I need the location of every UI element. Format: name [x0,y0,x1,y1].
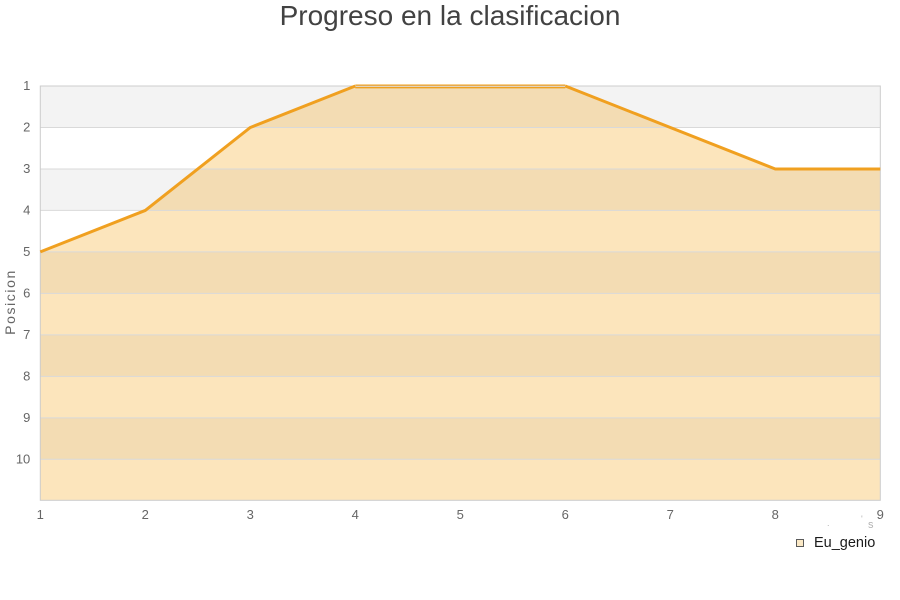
svg-text:8: 8 [23,368,30,383]
svg-text:9: 9 [23,410,30,425]
svg-text:5: 5 [23,244,30,259]
svg-text:3: 3 [23,161,30,176]
svg-text:4: 4 [23,202,30,217]
svg-text:2: 2 [142,507,149,522]
svg-text:7: 7 [667,507,674,522]
svg-text:3: 3 [247,507,254,522]
svg-text:4: 4 [352,507,359,522]
svg-text:6: 6 [562,507,569,522]
svg-text:1: 1 [37,507,44,522]
svg-text:7: 7 [23,327,30,342]
svg-text:5: 5 [457,507,464,522]
svg-text:9: 9 [877,507,884,522]
svg-text:10: 10 [16,451,30,466]
svg-text:8: 8 [772,507,779,522]
svg-text:2: 2 [23,119,30,134]
svg-text:1: 1 [23,78,30,93]
svg-text:6: 6 [23,285,30,300]
